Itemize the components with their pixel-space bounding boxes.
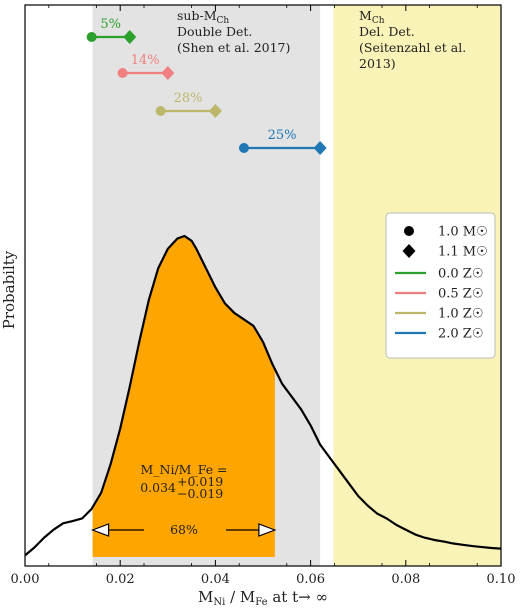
region-label-subscript: Ch [217, 16, 230, 26]
x-tick-label: 0.08 [391, 572, 420, 587]
region-label-line: (Seitenzahl et al. [359, 40, 466, 55]
axes-box [24, 4, 502, 567]
x-ticks: 0.00 0.02 0.04 0.06 0.08 0.10 [11, 5, 516, 587]
series-point-circle [155, 106, 166, 116]
region-label-line: Del. Det. [359, 24, 415, 39]
density-curve [24, 234, 502, 557]
series-lines: 5% 14% 28% 25% [86, 17, 327, 155]
density-line [24, 234, 502, 557]
x-axis-label: MNi / MFe at t→ ∞ [198, 588, 328, 608]
interval-arrow-left-head [90, 523, 110, 537]
region-label-1: sub-MCh [177, 8, 229, 26]
legend-series-label: 2.0 Z☉ [438, 327, 484, 342]
svg-text:MNi / MFe at t→ ∞: MNi / MFe at t→ ∞ [198, 588, 328, 608]
series-point-circle [238, 143, 249, 153]
legend-circle-marker [404, 226, 414, 236]
credible-interval-fill [92, 236, 275, 557]
plot-frame [24, 4, 502, 567]
legend-diamond-marker [402, 244, 416, 258]
legend-marker-label: 1.1 M☉ [438, 245, 488, 260]
region-label-text: M [359, 8, 372, 23]
legend-marker-label: 1.0 M☉ [438, 225, 488, 240]
estimate-label: M_Ni/M_Fe = [140, 462, 227, 477]
series-point-diamond [161, 66, 175, 80]
interval-annotation: M_Ni/M_Fe = 0.034 +0.019 −0.019 68% [90, 462, 277, 537]
series-percent-label: 28% [174, 91, 203, 106]
y-axis-label: Probabilty [0, 250, 18, 329]
region-label-text: sub-M [177, 8, 217, 23]
series-percent-label: 5% [100, 17, 121, 32]
x-tick-label: 0.04 [201, 572, 230, 587]
x-tick-label: 0.06 [296, 572, 325, 587]
fill-percent-label: 68% [170, 522, 198, 537]
series-percent-label: 25% [268, 128, 297, 143]
interval-arrow-right-head [258, 523, 277, 537]
estimate-upper: +0.019 [177, 474, 223, 489]
series-point-diamond [208, 104, 222, 118]
series-point-circle [117, 68, 128, 78]
legend-series-label: 1.0 Z☉ [438, 307, 484, 322]
region-label-line: (Shen et al. 2017) [177, 40, 290, 55]
series-point-circle [86, 32, 97, 42]
series-point-diamond [313, 141, 327, 155]
x-tick-label: 0.10 [487, 572, 516, 587]
legend-series-label: 0.5 Z☉ [438, 287, 484, 302]
region-label-line: 2013) [359, 56, 396, 71]
region-label-subscript: Ch [372, 16, 385, 26]
series-percent-label: 14% [131, 53, 160, 68]
legend: 1.0 M☉ 1.1 M☉ 0.0 Z☉ 0.5 Z☉ 1.0 Z☉ 2.0 Z☉ [385, 212, 496, 359]
estimate-lower: −0.019 [177, 486, 223, 501]
x-tick-label: 0.02 [106, 572, 135, 587]
series-point-diamond [123, 30, 137, 44]
estimate-value: 0.034 [140, 480, 176, 495]
region-label-line: Double Det. [177, 24, 252, 39]
legend-series-label: 0.0 Z☉ [438, 267, 484, 282]
region-label-2: MCh [359, 8, 385, 26]
x-tick-label: 0.00 [11, 572, 40, 587]
